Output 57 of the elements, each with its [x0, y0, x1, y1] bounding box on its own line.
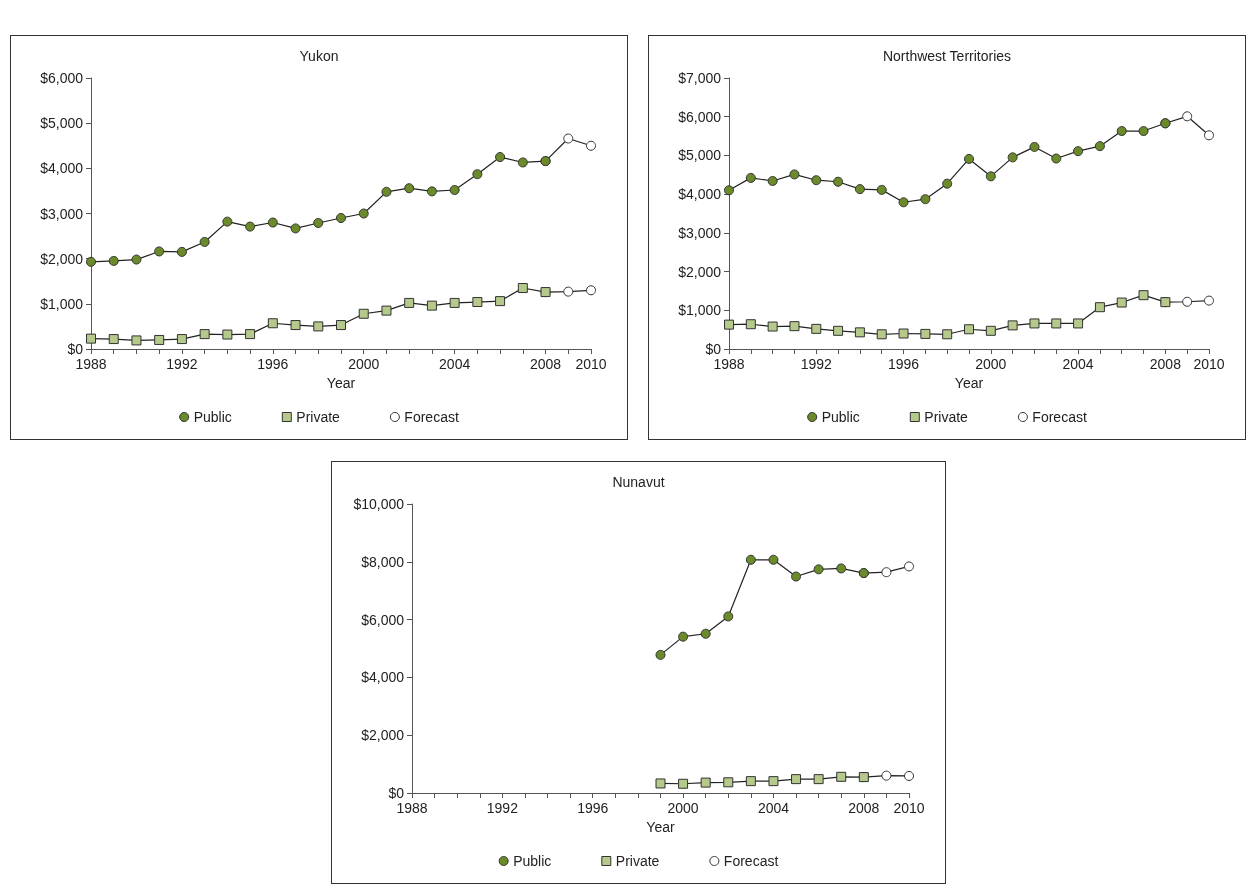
x-axis-title: Year — [954, 374, 984, 391]
y-tick-label: $0 — [67, 341, 84, 357]
y-tick-label: $3,000 — [678, 224, 722, 241]
y-tick-label: $4,000 — [40, 160, 84, 177]
y-tick-label: $4,000 — [361, 669, 405, 686]
chart-title: Yukon — [299, 48, 339, 64]
legend-label: Public — [513, 853, 552, 869]
x-tick-label: 2008 — [848, 800, 880, 816]
x-tick-label: 1992 — [166, 356, 198, 372]
y-tick-label: $0 — [388, 785, 405, 801]
chart-title: Northwest Territories — [882, 48, 1012, 64]
legend-label: Forecast — [404, 409, 459, 425]
x-tick-label: 2000 — [975, 356, 1007, 372]
y-tick-label: $4,000 — [678, 186, 722, 203]
x-tick-label: 2010 — [575, 356, 607, 372]
y-tick-label: $6,000 — [40, 70, 84, 86]
x-axis-title: Year — [646, 818, 675, 835]
y-tick-label: $2,000 — [361, 727, 405, 744]
x-tick-label: 2000 — [348, 356, 380, 372]
chart-title: Nunavut — [612, 474, 665, 490]
x-tick-label: 2010 — [1193, 356, 1225, 372]
y-tick-label: $0 — [705, 341, 722, 357]
x-tick-label: 1988 — [396, 800, 428, 816]
x-tick-label: 2010 — [893, 800, 925, 816]
legend-label: Public — [821, 409, 860, 425]
legend-label: Public — [193, 409, 232, 425]
x-tick-label: 1992 — [486, 800, 519, 816]
y-tick-label: $1,000 — [678, 302, 722, 319]
y-tick-label: $8,000 — [361, 553, 405, 570]
legend-label: Forecast — [1032, 409, 1087, 425]
y-tick-label: $2,000 — [40, 250, 84, 267]
y-tick-label: $5,000 — [678, 147, 722, 164]
x-tick-label: 2008 — [529, 356, 562, 372]
x-tick-label: 1996 — [577, 800, 609, 816]
legend-label: Private — [296, 409, 341, 425]
x-tick-label: 1996 — [887, 356, 920, 372]
y-tick-label: $3,000 — [40, 205, 84, 222]
x-tick-label: 1988 — [713, 356, 745, 372]
y-tick-label: $6,000 — [678, 108, 722, 125]
x-tick-label: 1988 — [75, 356, 107, 372]
y-tick-label: $5,000 — [40, 115, 84, 132]
x-tick-label: 2008 — [1149, 356, 1182, 372]
x-tick-label: 2004 — [1062, 356, 1094, 372]
y-tick-label: $1,000 — [40, 295, 84, 312]
legend-label: Forecast — [723, 853, 779, 869]
x-tick-label: 1992 — [800, 356, 833, 372]
x-tick-label: 2000 — [667, 800, 699, 816]
y-tick-label: $7,000 — [678, 70, 722, 86]
x-tick-label: 2004 — [757, 800, 790, 816]
y-tick-label: $10,000 — [353, 496, 405, 512]
x-tick-label: 1996 — [257, 356, 289, 372]
y-tick-label: $6,000 — [361, 611, 405, 628]
legend-label: Private — [615, 853, 660, 869]
x-axis-title: Year — [326, 374, 356, 391]
y-tick-label: $2,000 — [678, 263, 722, 280]
x-tick-label: 2004 — [439, 356, 471, 372]
legend-label: Private — [924, 409, 969, 425]
